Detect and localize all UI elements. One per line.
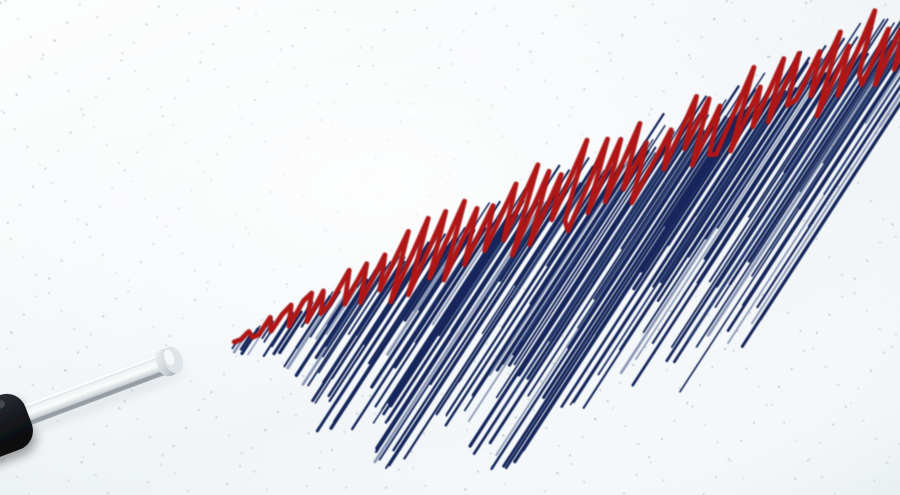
- spike-line: [327, 252, 423, 398]
- spike-line: [382, 210, 517, 416]
- spike-line: [686, 48, 878, 342]
- spike-line: [715, 52, 870, 288]
- spike-line: [314, 278, 369, 360]
- spike-line: [620, 132, 698, 250]
- spike-line: [463, 164, 625, 412]
- spike-line: [593, 129, 705, 300]
- red-zigzag-trace: [231, 7, 900, 345]
- spike-line: [502, 161, 635, 365]
- spike-line: [529, 164, 622, 305]
- spike-line: [647, 125, 666, 153]
- spike-line: [651, 67, 833, 345]
- spike-line: [262, 315, 291, 358]
- spike-line: [634, 73, 822, 361]
- spike-line: [780, 50, 868, 184]
- spike-line: [389, 211, 518, 408]
- spike-line: [708, 59, 855, 283]
- spike-line: [619, 88, 790, 351]
- spike-line: [240, 327, 260, 356]
- spike-line: [522, 109, 746, 452]
- spike-line: [278, 306, 311, 355]
- spike-line: [716, 69, 830, 243]
- spike-line: [703, 72, 827, 261]
- spike-line: [656, 87, 798, 303]
- spike-line: [619, 82, 811, 375]
- spike-line: [704, 81, 808, 240]
- spike-line: [679, 51, 900, 393]
- spike-line: [272, 310, 303, 356]
- spike-line: [511, 179, 591, 300]
- spike-line: [687, 83, 802, 258]
- spike-line: [315, 288, 349, 340]
- spike-line: [603, 91, 784, 367]
- spike-line: [384, 261, 392, 271]
- spike-line: [257, 325, 261, 330]
- spike-line: [513, 146, 657, 366]
- spike-line: [878, 92, 900, 128]
- spike-line: [727, 76, 900, 344]
- spike-line: [495, 155, 638, 372]
- spike-line: [311, 260, 405, 403]
- spike-line: [578, 165, 594, 189]
- spike-line: [864, 68, 900, 125]
- spike-line: [741, 61, 900, 307]
- spike-line: [495, 126, 710, 456]
- spike-line: [495, 152, 657, 399]
- spike-line: [375, 203, 537, 450]
- spike-line: [444, 169, 613, 427]
- spike-line: [504, 115, 736, 470]
- spike-line: [387, 189, 569, 467]
- spike-line: [374, 219, 498, 408]
- spike-line: [456, 227, 466, 241]
- spike-line: [567, 121, 717, 350]
- spike-line: [527, 127, 703, 397]
- spike-line: [318, 268, 387, 374]
- spike-line: [572, 95, 774, 404]
- spike-line: [726, 63, 900, 332]
- spike-line: [548, 138, 681, 342]
- spike-line: [457, 206, 527, 311]
- spike-line: [865, 18, 889, 54]
- spike-line: [751, 93, 900, 325]
- spike-line: [314, 261, 408, 404]
- spike-line: [660, 90, 787, 284]
- spike-line: [716, 77, 816, 229]
- spike-line: [640, 106, 750, 273]
- spike-line: [740, 100, 900, 348]
- spike-line: [822, 43, 900, 164]
- spike-line: [706, 37, 900, 337]
- seismograph-stylus: [0, 346, 184, 495]
- spike-line: [560, 104, 759, 409]
- spike-line: [499, 138, 679, 413]
- stylus-tip: [155, 346, 184, 377]
- spike-line: [582, 88, 792, 409]
- spike-line: [387, 214, 513, 405]
- spike-line: [830, 22, 862, 70]
- spike-line: [471, 164, 624, 397]
- spike-line: [695, 40, 896, 348]
- spike-line: [481, 182, 581, 335]
- spike-line: [467, 155, 642, 423]
- spike-line: [652, 90, 781, 288]
- spike-line: [747, 39, 894, 263]
- spike-line: [488, 131, 694, 445]
- spike-line: [526, 117, 731, 431]
- spike-line: [769, 47, 900, 250]
- spike-line: [756, 85, 900, 309]
